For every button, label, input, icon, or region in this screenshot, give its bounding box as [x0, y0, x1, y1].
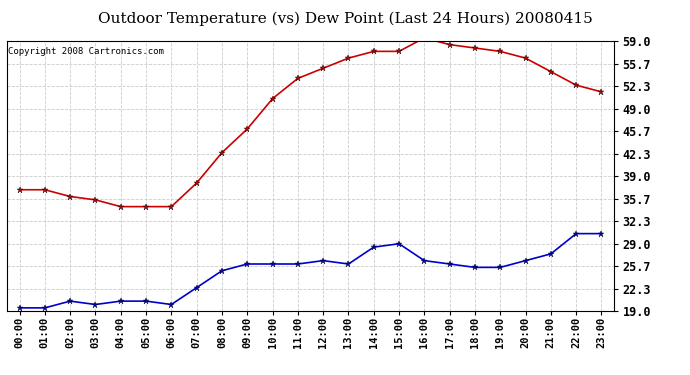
Text: Outdoor Temperature (vs) Dew Point (Last 24 Hours) 20080415: Outdoor Temperature (vs) Dew Point (Last… [97, 11, 593, 26]
Text: Copyright 2008 Cartronics.com: Copyright 2008 Cartronics.com [8, 46, 164, 56]
